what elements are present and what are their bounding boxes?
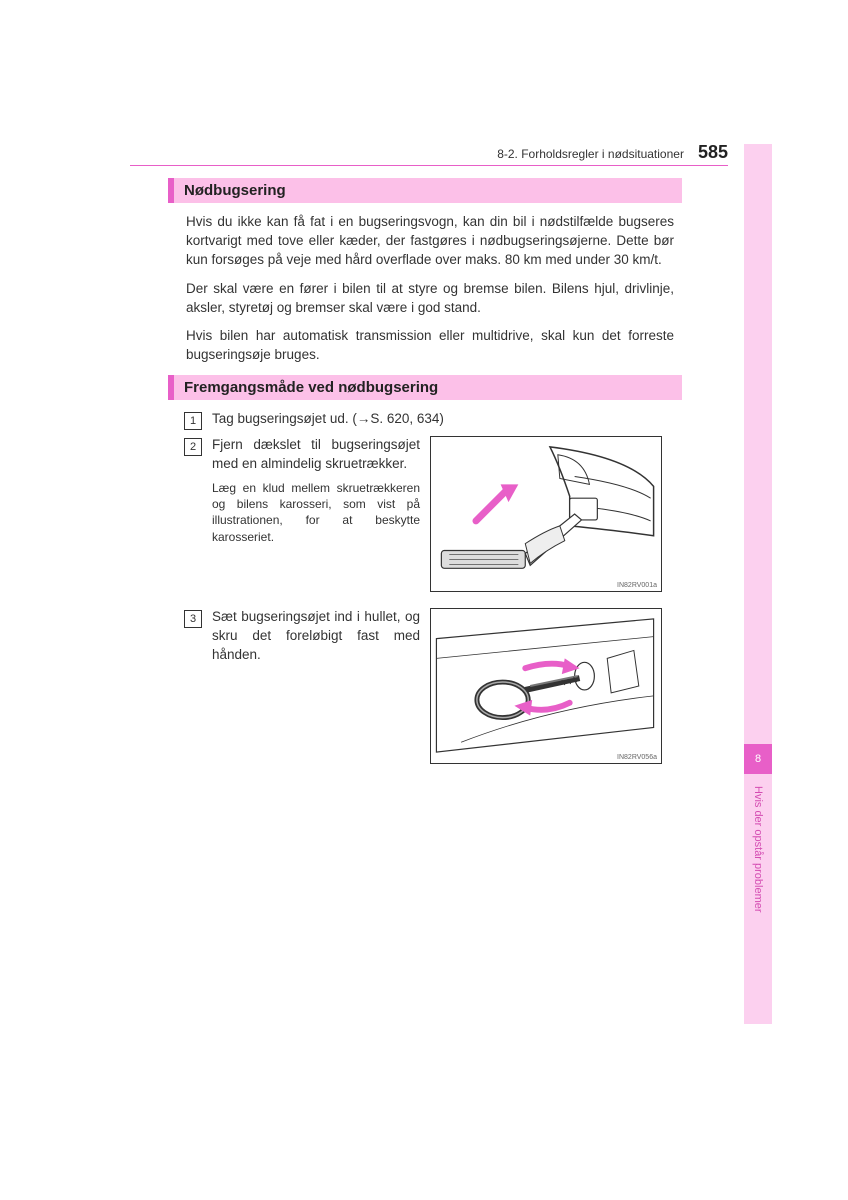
illustration-caption: IN82RV001a — [617, 582, 657, 589]
page-content: Nødbugsering Hvis du ikke kan få fat i e… — [168, 178, 682, 780]
illustration-remove-cover: IN82RV001a — [430, 436, 662, 592]
step-number-box: 3 — [184, 610, 202, 628]
section-heading-emergency-towing: Nødbugsering — [168, 178, 682, 203]
manual-page: 8 Hvis der opstår problemer 8-2. Forhold… — [0, 0, 848, 1200]
page-number: 585 — [698, 142, 728, 163]
step-text: Sæt bugseringsøjet ind i hullet, og skru… — [212, 608, 420, 665]
illustration-insert-tow-eye: IN82RV056a — [430, 608, 662, 764]
step-item-with-image: 3 Sæt bugseringsøjet ind i hullet, og sk… — [184, 608, 682, 764]
step-item: 1 Tag bugseringsøjet ud. (→S. 620, 634) — [184, 410, 682, 430]
body-paragraph: Der skal være en fører i bilen til at st… — [186, 280, 674, 318]
body-paragraph: Hvis du ikke kan få fat i en bugseringsv… — [186, 213, 674, 270]
section-heading-towing-procedure: Fremgangsmåde ved nødbugsering — [168, 375, 682, 400]
step-text: Fjern dækslet til bugseringsøjet med en … — [212, 436, 420, 474]
step-number-box: 2 — [184, 438, 202, 456]
step-item-with-image: 2 Fjern dækslet til bugseringsøjet med e… — [184, 436, 682, 592]
step-number-box: 1 — [184, 412, 202, 430]
chapter-number-tab: 8 — [744, 744, 772, 774]
page-header: 8-2. Forholdsregler i nødsituationer 585 — [130, 142, 728, 166]
illustration-caption: IN82RV056a — [617, 754, 657, 761]
step-text: Tag bugseringsøjet ud. (→S. 620, 634) — [212, 410, 682, 429]
section-breadcrumb: 8-2. Forholdsregler i nødsituationer — [497, 147, 684, 161]
car-bumper-screwdriver-icon — [431, 437, 661, 591]
chapter-title-vertical: Hvis der opstår problemer — [744, 782, 772, 1022]
tow-eye-insert-icon — [431, 609, 661, 763]
step-subtext: Læg en klud mellem skruetrækkeren og bil… — [212, 480, 420, 545]
body-paragraph: Hvis bilen har automatisk transmission e… — [186, 327, 674, 365]
